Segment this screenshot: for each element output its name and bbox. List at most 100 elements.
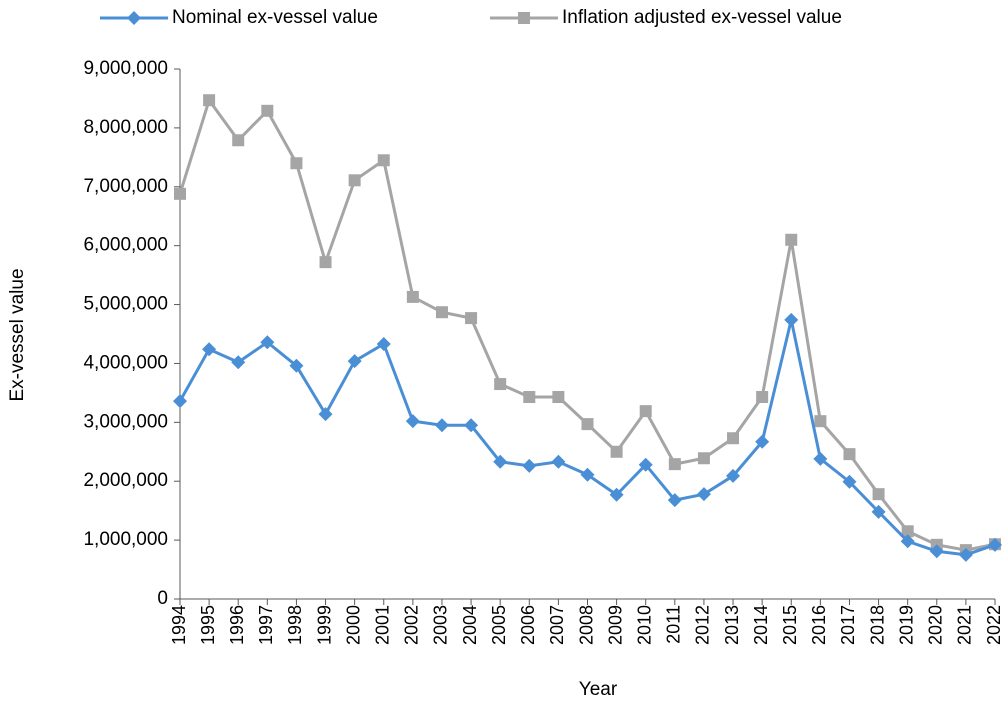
x-tick-label: 1998 [285,605,305,645]
x-tick-label: 2013 [722,605,742,645]
data-point [872,488,885,501]
legend-label: Inflation adjusted ex-vessel value [562,7,842,28]
x-tick-label: 2004 [460,605,480,645]
data-point [843,448,856,461]
x-tick-label: 2008 [576,605,596,645]
x-tick-label: 2017 [838,605,858,645]
data-point [405,414,420,429]
x-tick-label: 1999 [314,605,334,645]
y-tick-label: 3,000,000 [83,411,168,432]
x-tick-label: 1994 [169,605,189,645]
data-point [348,174,361,187]
data-point [231,355,246,370]
y-axis-title: Ex-vessel value [7,268,28,401]
data-point [667,493,682,508]
legend-marker [518,12,530,24]
data-point [319,256,332,269]
data-point [639,405,652,418]
data-point [173,394,187,409]
y-tick-label: 4,000,000 [83,352,168,373]
y-tick-label: 8,000,000 [83,117,168,138]
x-tick-label: 2014 [751,605,771,645]
data-point [347,354,362,369]
y-tick-label: 9,000,000 [83,58,168,79]
data-point [464,418,479,433]
y-tick-label: 2,000,000 [83,470,168,491]
x-axis-title: Year [579,679,618,700]
data-point [523,391,536,404]
data-point [638,457,653,472]
x-tick-label: 2005 [489,605,509,645]
x-tick-label: 2011 [664,605,684,644]
x-tick-label: 2012 [693,605,713,645]
data-point [610,445,623,458]
x-tick-label: 2020 [926,605,946,645]
data-point [813,451,828,466]
x-tick-label: 2000 [343,605,363,645]
data-point [814,415,827,428]
data-point [842,474,857,489]
x-tick-label: 2006 [518,605,538,645]
y-tick-label: 0 [157,588,168,609]
x-tick-label: 2010 [634,605,654,645]
data-point [552,391,565,404]
x-tick-label: 1996 [227,605,247,645]
x-tick-label: 2002 [402,605,422,645]
data-point [988,537,1002,552]
y-tick-label: 1,000,000 [83,529,168,550]
data-point [697,452,710,465]
data-point [668,458,681,471]
data-point [434,418,449,433]
x-tick-label: 1995 [198,605,218,645]
data-point [260,335,275,350]
data-point [522,458,537,473]
data-point [289,358,304,373]
data-point [756,391,769,404]
data-point [929,544,944,559]
data-point [494,378,507,391]
data-point [696,487,711,502]
legend-label: Nominal ex-vessel value [172,7,378,28]
data-point [580,467,595,482]
data-point [318,407,333,422]
data-point [901,525,914,538]
data-point [377,154,390,167]
x-tick-label: 2021 [955,605,975,645]
data-point [900,534,915,549]
data-point [871,504,886,519]
y-tick-label: 5,000,000 [83,294,168,315]
data-point [727,432,740,445]
series-line [178,319,996,557]
data-point [203,94,216,107]
y-tick-label: 6,000,000 [83,235,168,256]
y-tick-label: 7,000,000 [83,176,168,197]
data-point [551,454,566,469]
data-point [406,290,419,303]
data-point [609,487,624,502]
x-tick-label: 2001 [373,605,393,645]
legend-marker [127,11,141,25]
data-point [202,342,217,357]
x-tick-label: 1997 [256,605,276,645]
x-tick-label: 2022 [984,605,1004,645]
data-point [261,104,274,117]
data-point [376,337,391,352]
data-point [435,306,448,319]
data-point [784,312,799,327]
data-point [958,547,973,562]
data-point [726,468,741,483]
data-point [174,187,186,200]
x-tick-label: 2007 [547,605,567,645]
data-point [290,157,303,170]
x-tick-label: 2018 [867,605,887,645]
x-tick-label: 2015 [780,605,800,645]
x-tick-label: 2019 [896,605,916,645]
data-point [232,134,245,147]
data-point [755,434,770,449]
x-tick-label: 2003 [431,605,451,645]
x-tick-label: 2016 [809,605,829,645]
data-point [493,454,508,469]
data-point [581,418,594,431]
data-point [785,233,798,246]
